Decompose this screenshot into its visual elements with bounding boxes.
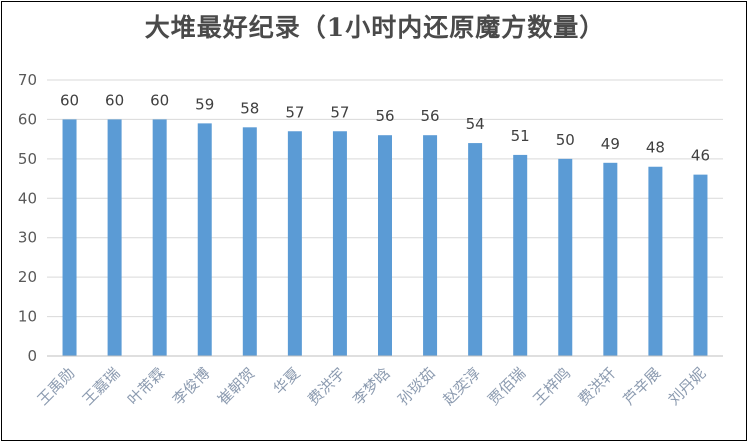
data-label: 57 [330, 103, 349, 121]
x-tick-label: 费洪轩 [575, 364, 620, 409]
data-label: 56 [421, 107, 440, 125]
data-label: 60 [105, 91, 124, 109]
y-tick-label: 10 [18, 308, 37, 326]
y-tick-label: 0 [27, 347, 37, 365]
y-axis: 0 10 20 30 40 50 60 70 [18, 71, 37, 365]
y-tick-label: 50 [18, 150, 37, 168]
x-tick-label: 崔朝贺 [214, 364, 259, 409]
x-tick-label: 华夏 [270, 364, 304, 398]
y-tick-label: 30 [18, 229, 37, 247]
data-label: 58 [240, 99, 259, 117]
y-tick-label: 40 [18, 189, 37, 207]
bar [107, 119, 122, 356]
bar [603, 162, 618, 356]
data-label: 60 [60, 91, 79, 109]
bar [513, 154, 528, 356]
bar [62, 119, 77, 356]
data-label: 50 [556, 131, 575, 149]
data-label: 46 [691, 147, 710, 165]
x-tick-label: 李梦晗 [349, 364, 394, 409]
x-tick-label: 刘丹妮 [665, 364, 710, 409]
y-tick-label: 60 [18, 110, 37, 128]
data-label: 54 [466, 115, 485, 133]
bars [62, 119, 708, 356]
bar [197, 123, 212, 356]
data-label: 57 [285, 103, 304, 121]
bar [242, 127, 257, 356]
bar [648, 166, 663, 356]
x-tick-label: 王梓鸣 [530, 364, 575, 409]
x-tick-label: 芦辛展 [620, 364, 665, 409]
x-tick-label: 赵奕淳 [439, 364, 484, 409]
bar [558, 158, 573, 356]
data-label: 51 [511, 127, 530, 145]
x-tick-label: 孙琰茹 [394, 364, 439, 409]
x-tick-label: 王禹勋 [34, 364, 79, 409]
data-labels: 60 60 60 59 58 57 57 56 56 54 51 50 49 48 46 [60, 91, 710, 164]
bar [468, 143, 483, 356]
bar [693, 174, 708, 356]
x-axis: 王禹勋 王嘉瑞 叶芾霖 李俊博 崔朝贺 华夏 费洪宇 李梦晗 孙琰茹 赵奕淳 贾佰瑞 王梓鸣 费洪轩 芦辛… [34, 355, 723, 409]
x-tick-label: 王嘉瑞 [79, 364, 124, 409]
x-tick-label: 李俊博 [169, 364, 214, 409]
x-tick-label: 费洪宇 [304, 364, 349, 409]
bar [332, 131, 347, 356]
data-label: 56 [375, 107, 394, 125]
bar [287, 131, 302, 356]
y-tick-label: 70 [18, 71, 37, 89]
bar [423, 135, 438, 356]
data-label: 48 [646, 139, 665, 157]
x-tick-label: 贾佰瑞 [484, 364, 529, 409]
y-tick-label: 20 [18, 268, 37, 286]
data-label: 60 [150, 91, 169, 109]
x-tick-label: 叶芾霖 [124, 364, 169, 409]
bar [378, 135, 392, 356]
chart-title: 大堆最好纪录（1小时内还原魔方数量） [144, 13, 606, 42]
data-label: 59 [195, 95, 214, 113]
bar [152, 119, 167, 356]
data-label: 49 [601, 135, 620, 153]
